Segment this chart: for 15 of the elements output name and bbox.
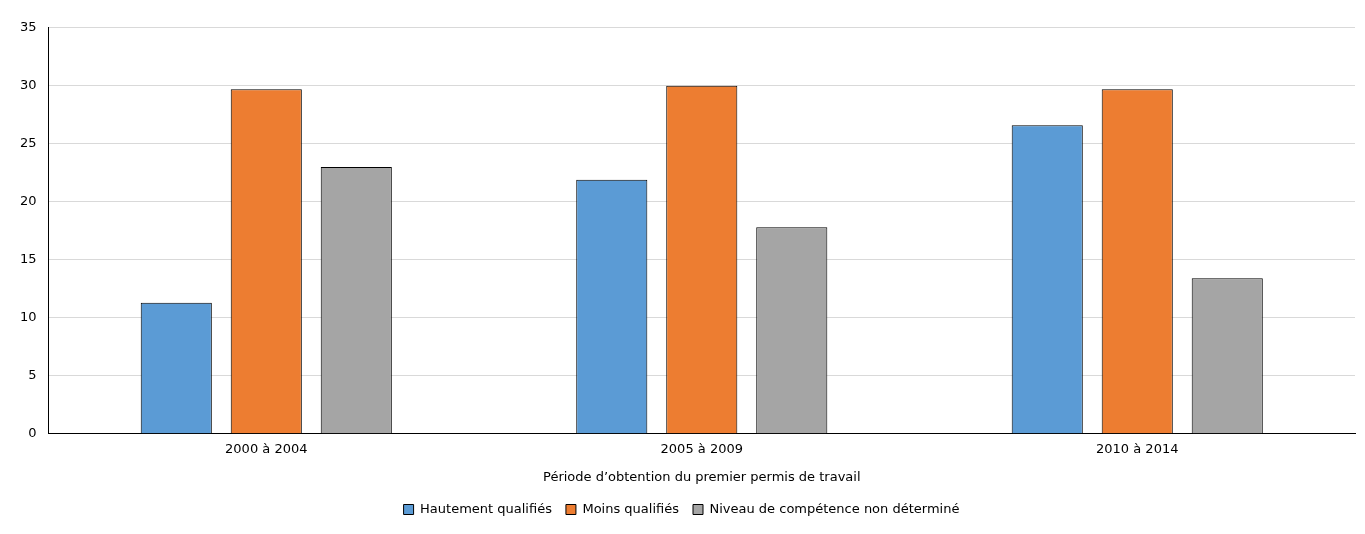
y-tick-label: 30 [20,77,37,93]
x-tick-label: 2010 à 2014 [1096,440,1179,456]
y-tick-label: 10 [20,309,37,325]
y-tick-label: 5 [28,367,37,383]
legend-label: Moins qualifiés [582,500,680,516]
x-tick-label: 2005 à 2009 [660,440,743,456]
y-tick-label: 20 [20,193,37,209]
legend-label: Hautement qualifiés [420,500,553,516]
y-tick-label: 15 [20,251,37,267]
y-tick-label: 25 [20,135,37,151]
legend-label: Niveau de compétence non déterminé [709,500,960,516]
y-tick-label: 0 [28,425,37,441]
y-tick-label: 35 [20,19,37,35]
x-axis-title: Période d’obtention du premier permis de travail [543,468,861,484]
x-tick-label: 2000 à 2004 [225,440,308,456]
